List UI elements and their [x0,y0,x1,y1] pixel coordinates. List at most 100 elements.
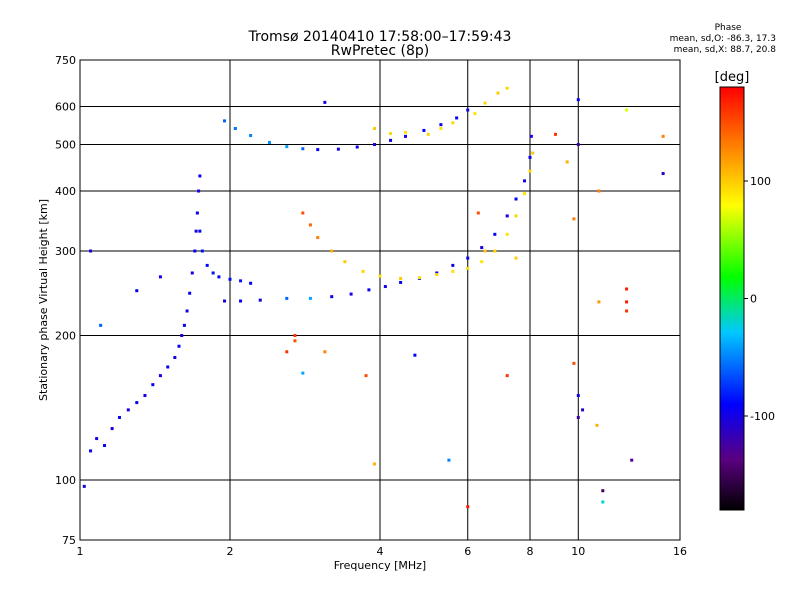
data-point [417,276,421,280]
data-point [455,116,459,120]
data-point [249,134,253,138]
data-point [151,383,155,387]
data-point [466,108,470,112]
data-point [193,249,197,253]
data-point [349,292,353,296]
data-point [158,374,162,378]
data-point [110,427,114,431]
y-tick-label: 750 [55,54,76,67]
data-point [630,458,634,462]
data-point [480,260,484,264]
data-point [117,415,121,419]
data-point [205,263,209,267]
data-point [597,189,601,193]
data-point [576,394,580,398]
data-point [451,263,455,267]
y-tick-label: 100 [55,474,76,487]
plot-frame [79,59,681,541]
x-tick-label: 6 [464,545,471,558]
x-axis-ticks: 1 2 4 6 8 10 16 [77,545,688,558]
data-point [625,300,629,304]
data-point [661,134,665,138]
data-point [211,271,215,275]
grid-lines [80,60,680,540]
data-point [373,126,377,130]
data-point [601,489,605,493]
data-point [239,279,243,283]
chart-title-line2: RwPretec (8p) [330,43,430,59]
data-point [188,291,192,295]
data-point [435,273,439,277]
data-point [399,280,403,284]
data-point [361,269,365,273]
y-tick-label: 500 [55,139,76,152]
data-point [576,415,580,419]
data-point [399,276,403,280]
data-point [531,151,535,155]
y-tick-label: 200 [55,330,76,343]
data-point [355,145,359,149]
data-point [451,269,455,273]
data-point [239,299,243,303]
data-point [523,179,527,183]
data-point [330,249,334,253]
data-point [597,300,601,304]
data-point [308,296,312,300]
data-point [389,138,393,142]
data-point [378,274,382,278]
data-point [529,134,533,138]
x-tick-label: 16 [673,545,687,558]
data-point [553,132,557,136]
colorbar-unit-label: [deg] [715,70,750,85]
data-point [466,256,470,260]
data-point [661,172,665,176]
data-point [258,298,262,302]
data-point [177,344,181,348]
data-point [528,155,532,159]
data-point [301,147,305,151]
data-point [565,160,569,164]
data-point [143,394,147,398]
data-point [185,309,189,313]
phase-info-x: mean, sd,X: 88.7, 20.8 [673,45,776,55]
data-point [285,296,289,300]
data-point [576,143,580,147]
data-point [505,232,509,236]
data-point [572,217,576,221]
data-point [336,147,340,151]
data-point [466,505,470,509]
x-tick-label: 2 [227,545,234,558]
data-point [82,484,86,488]
y-tick-label: 400 [55,185,76,198]
x-axis-label: Frequency [MHz] [334,559,426,572]
data-point [198,174,202,178]
data-point [466,266,470,270]
data-point [625,309,629,313]
data-point [435,271,439,275]
y-axis-ticks: 75 100 200 300 400 500 600 750 [55,54,76,547]
data-point [426,132,430,136]
data-point [493,249,497,253]
data-point [301,371,305,375]
data-point [173,355,177,359]
data-point [126,408,130,412]
data-point [523,192,527,196]
data-point [514,256,518,260]
colorbar-tick-label: 0 [750,293,757,306]
data-point [601,500,605,504]
data-point [195,211,199,215]
data-point [323,100,327,104]
data-point [223,299,227,303]
data-point [373,143,377,147]
data-point [166,365,170,369]
data-point [514,214,518,218]
data-point [316,236,320,240]
phase-info-o: mean, sd,O: -86.3, 17.3 [669,34,776,44]
data-point [217,275,221,279]
data-point [625,287,629,291]
data-point [135,401,139,405]
data-point [316,148,320,152]
data-point [364,374,368,378]
data-point [439,123,443,127]
colorbar-tick-label: 100 [750,175,771,188]
